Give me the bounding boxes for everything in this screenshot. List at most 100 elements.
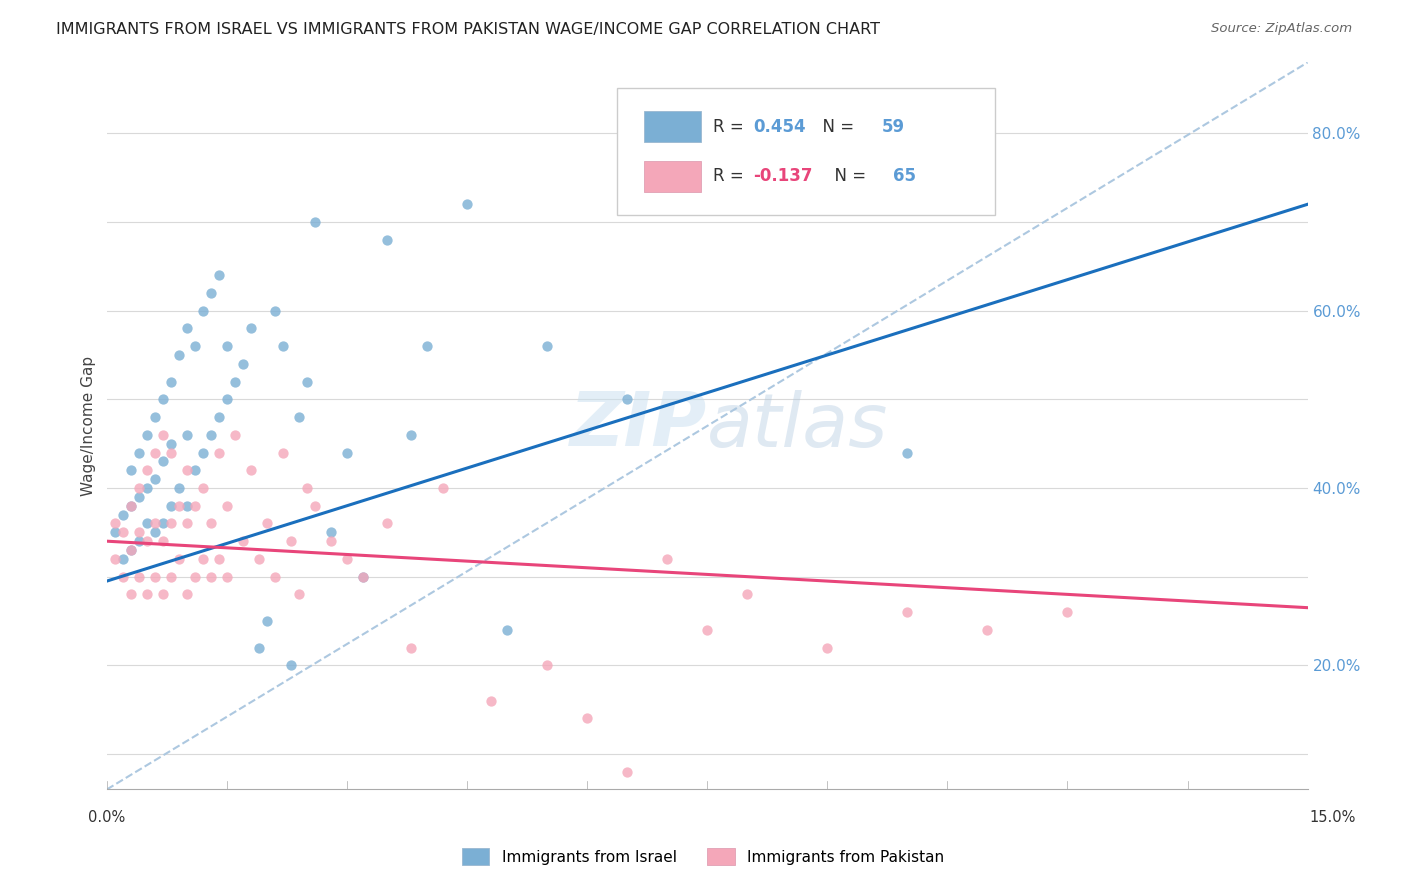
Point (280, 534, 302, 549)
Point (200, 516, 222, 531)
Point (375, 233, 398, 247)
Point (232, 534, 254, 549)
Point (616, 392, 638, 407)
Text: 0.454: 0.454 (752, 118, 806, 136)
Point (336, 445, 359, 459)
Point (288, 587, 311, 601)
Point (896, 605, 918, 619)
Point (176, 463, 198, 477)
Point (143, 525, 166, 540)
Point (128, 481, 150, 495)
Point (271, 445, 294, 459)
Point (191, 481, 214, 495)
Text: N =: N = (811, 118, 859, 136)
Point (375, 516, 398, 531)
Point (319, 525, 342, 540)
Point (815, 640, 838, 655)
Point (152, 392, 174, 407)
Point (128, 490, 150, 504)
Point (135, 516, 157, 531)
Text: -0.137: -0.137 (752, 168, 813, 186)
Point (1056, 605, 1078, 619)
Point (280, 658, 302, 673)
Point (184, 499, 207, 513)
Point (657, 552, 679, 566)
Point (264, 569, 287, 583)
Point (167, 552, 190, 566)
Point (304, 499, 326, 513)
Text: R =: R = (713, 118, 749, 136)
Point (143, 569, 166, 583)
Text: ZIP: ZIP (569, 390, 707, 462)
Text: 0.0%: 0.0% (89, 811, 125, 825)
Point (135, 463, 157, 477)
Point (128, 445, 150, 459)
Point (120, 587, 142, 601)
Point (496, 623, 519, 637)
Point (143, 445, 166, 459)
Point (184, 569, 207, 583)
Point (135, 534, 157, 549)
Point (120, 499, 142, 513)
Point (111, 525, 134, 540)
Point (208, 445, 231, 459)
Point (976, 623, 998, 637)
Point (215, 339, 238, 353)
Point (239, 463, 262, 477)
Point (200, 569, 222, 583)
Point (143, 410, 166, 425)
Point (160, 569, 183, 583)
Point (135, 481, 157, 495)
Point (304, 215, 326, 229)
Point (111, 508, 134, 522)
Y-axis label: Wage/Income Gap: Wage/Income Gap (80, 356, 96, 496)
Point (120, 543, 142, 558)
Text: IMMIGRANTS FROM ISRAEL VS IMMIGRANTS FROM PAKISTAN WAGE/INCOME GAP CORRELATION C: IMMIGRANTS FROM ISRAEL VS IMMIGRANTS FRO… (56, 22, 880, 37)
Point (167, 348, 190, 362)
Text: N =: N = (824, 168, 872, 186)
FancyBboxPatch shape (644, 161, 702, 192)
Point (176, 499, 198, 513)
Point (167, 481, 190, 495)
Point (896, 445, 918, 459)
Text: R =: R = (713, 168, 749, 186)
Point (111, 552, 134, 566)
Point (191, 303, 214, 318)
Point (735, 179, 758, 194)
Point (256, 614, 278, 628)
Point (128, 525, 150, 540)
Point (576, 711, 599, 725)
Point (399, 427, 422, 442)
Point (215, 392, 238, 407)
Point (120, 463, 142, 477)
Point (200, 285, 222, 300)
Point (352, 569, 374, 583)
Point (239, 321, 262, 335)
Point (176, 516, 198, 531)
Point (536, 339, 558, 353)
Point (191, 445, 214, 459)
Point (536, 658, 558, 673)
Point (352, 569, 374, 583)
Point (152, 454, 174, 468)
Point (271, 339, 294, 353)
Point (200, 427, 222, 442)
Point (160, 375, 183, 389)
Point (160, 436, 183, 450)
Point (247, 640, 270, 655)
Point (215, 569, 238, 583)
FancyBboxPatch shape (617, 88, 995, 215)
Point (232, 357, 254, 371)
Point (208, 410, 231, 425)
Point (208, 268, 231, 283)
Point (319, 534, 342, 549)
Text: Source: ZipAtlas.com: Source: ZipAtlas.com (1212, 22, 1353, 36)
Text: 15.0%: 15.0% (1310, 811, 1355, 825)
Point (135, 587, 157, 601)
Point (152, 587, 174, 601)
Text: 65: 65 (893, 168, 917, 186)
FancyBboxPatch shape (644, 112, 702, 142)
Point (288, 410, 311, 425)
Point (184, 463, 207, 477)
Point (143, 516, 166, 531)
